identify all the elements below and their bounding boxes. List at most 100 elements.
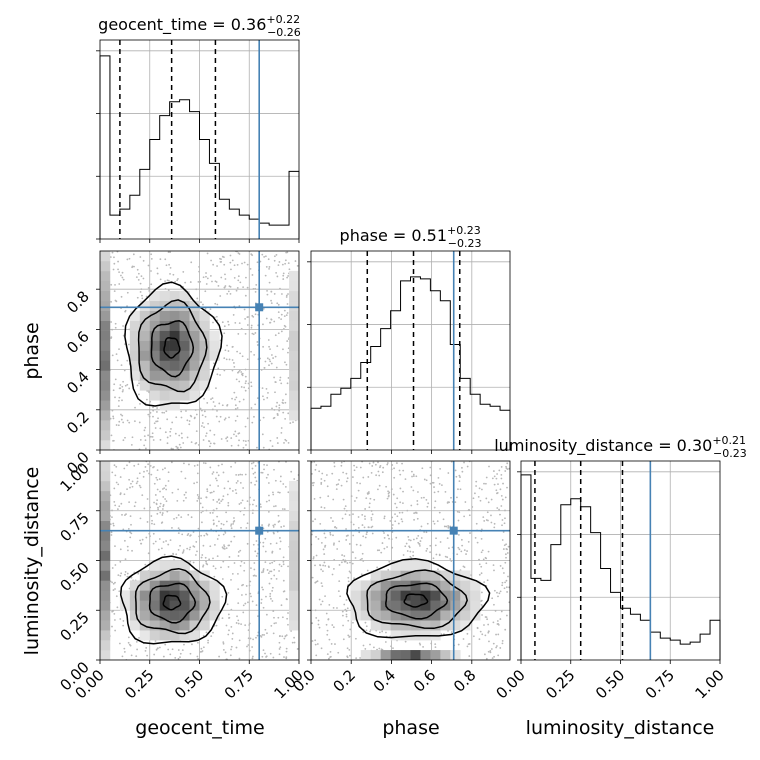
- density-phase-vs-geocent-time-contour-0: [163, 337, 181, 359]
- density-luminosity-distance-vs-geocent-time-sample-point: [282, 579, 285, 582]
- density-luminosity-distance-vs-phase-sample-point: [399, 501, 402, 504]
- density-luminosity-distance-vs-phase-sample-point: [505, 548, 508, 550]
- density-luminosity-distance-vs-geocent-time-density-cell: [149, 580, 160, 591]
- density-phase-vs-geocent-time-density-cell: [100, 420, 111, 431]
- density-phase-vs-geocent-time-density-cell: [159, 310, 170, 321]
- density-luminosity-distance-vs-phase-sample-point: [317, 619, 320, 622]
- density-luminosity-distance-vs-geocent-time-sample-point: [157, 548, 160, 551]
- density-luminosity-distance-vs-phase-sample-point: [318, 598, 321, 601]
- density-luminosity-distance-vs-geocent-time-sample-point: [116, 606, 119, 609]
- density-luminosity-distance-vs-phase-sample-point: [456, 496, 458, 499]
- density-luminosity-distance-vs-geocent-time-sample-point: [212, 499, 215, 501]
- density-luminosity-distance-vs-geocent-time-sample-point: [272, 491, 274, 494]
- density-luminosity-distance-vs-geocent-time-sample-point: [255, 575, 257, 577]
- density-luminosity-distance-vs-phase-density-cell: [450, 620, 461, 631]
- density-luminosity-distance-vs-geocent-time-density-cell: [100, 650, 111, 660]
- density-luminosity-distance-vs-phase-sample-point: [318, 470, 321, 473]
- density-luminosity-distance-vs-geocent-time-sample-point: [249, 580, 252, 583]
- density-luminosity-distance-vs-phase-sample-point: [499, 565, 502, 567]
- density-luminosity-distance-vs-phase-sample-point: [425, 479, 428, 482]
- density-luminosity-distance-vs-phase-sample-point: [408, 538, 410, 541]
- density-luminosity-distance-vs-geocent-time-sample-point: [127, 527, 130, 530]
- density-phase-vs-geocent-time-density-cell: [100, 330, 111, 341]
- density-luminosity-distance-vs-geocent-time-sample-point: [215, 477, 217, 480]
- density-phase-vs-geocent-time-sample-point: [228, 358, 231, 361]
- density-luminosity-distance-vs-phase-sample-point: [501, 519, 504, 521]
- density-luminosity-distance-vs-geocent-time-sample-point: [126, 575, 129, 578]
- density-phase-vs-geocent-time-sample-point: [256, 344, 259, 346]
- density-luminosity-distance-vs-geocent-time-sample-point: [272, 531, 275, 534]
- density-phase-vs-geocent-time-sample-point: [276, 345, 279, 348]
- density-luminosity-distance-vs-geocent-time-sample-point: [184, 477, 187, 480]
- density-luminosity-distance-vs-phase-sample-point: [487, 550, 490, 553]
- density-luminosity-distance-vs-geocent-time-truth-marker: [255, 526, 264, 535]
- density-luminosity-distance-vs-geocent-time-sample-point: [248, 624, 251, 626]
- density-luminosity-distance-vs-phase-sample-point: [455, 475, 458, 478]
- density-phase-vs-geocent-time-sample-point: [254, 403, 257, 406]
- density-phase-vs-geocent-time-sample-point: [136, 384, 139, 387]
- density-luminosity-distance-vs-geocent-time-density-cell: [289, 490, 299, 502]
- density-phase-vs-geocent-time-sample-point: [251, 274, 254, 276]
- density-luminosity-distance-vs-phase-density-cell: [370, 620, 381, 631]
- density-phase-vs-geocent-time-sample-point: [169, 273, 171, 275]
- density-luminosity-distance-vs-geocent-time-density-cell: [289, 550, 299, 561]
- density-phase-vs-geocent-time-sample-point: [286, 251, 289, 254]
- density-phase-vs-geocent-time-sample-point: [261, 387, 264, 389]
- density-luminosity-distance-vs-geocent-time-sample-point: [283, 508, 286, 511]
- density-luminosity-distance-vs-geocent-time-sample-point: [251, 503, 254, 506]
- density-luminosity-distance-vs-geocent-time-density-cell: [159, 610, 170, 621]
- density-luminosity-distance-vs-phase-sample-point: [493, 526, 496, 529]
- density-luminosity-distance-vs-geocent-time-sample-point: [182, 499, 185, 502]
- density-luminosity-distance-vs-phase-sample-point: [458, 480, 461, 483]
- density-phase-vs-geocent-time-sample-point: [264, 255, 267, 258]
- density-luminosity-distance-vs-phase-sample-point: [417, 534, 420, 537]
- density-luminosity-distance-vs-geocent-time-density-cell: [100, 640, 111, 651]
- density-phase-vs-geocent-time-density-cell: [169, 400, 180, 411]
- density-luminosity-distance-vs-geocent-time-sample-point: [260, 471, 263, 474]
- density-luminosity-distance-vs-phase-sample-point: [313, 497, 316, 500]
- density-phase-vs-geocent-time-sample-point: [122, 278, 125, 281]
- density-luminosity-distance-vs-geocent-time-sample-point: [112, 610, 114, 612]
- density-luminosity-distance-vs-geocent-time-sample-point: [135, 640, 138, 643]
- density-luminosity-distance-vs-phase-density-cell: [390, 630, 401, 641]
- density-luminosity-distance-vs-phase-sample-point: [323, 561, 326, 564]
- density-phase-vs-geocent-time-sample-point: [178, 443, 181, 446]
- density-luminosity-distance-vs-phase-sample-point: [348, 543, 351, 545]
- density-luminosity-distance-vs-geocent-time-sample-point: [247, 601, 249, 604]
- density-phase-vs-geocent-time-sample-point: [114, 378, 117, 381]
- hist-geocent-time-steps: [99, 55, 300, 239]
- density-luminosity-distance-vs-phase-sample-point: [460, 538, 463, 541]
- density-phase-vs-geocent-time-density-cell: [139, 300, 151, 311]
- density-phase-vs-geocent-time-sample-point: [229, 285, 232, 288]
- density-luminosity-distance-vs-geocent-time-sample-point: [239, 473, 242, 476]
- density-luminosity-distance-vs-geocent-time-sample-point: [282, 560, 285, 563]
- density-luminosity-distance-vs-phase-sample-point: [378, 549, 381, 552]
- density-luminosity-distance-vs-geocent-time-sample-point: [187, 513, 190, 516]
- density-phase-vs-geocent-time-sample-point: [286, 276, 289, 279]
- density-luminosity-distance-vs-geocent-time-sample-point: [243, 507, 246, 510]
- density-phase-vs-geocent-time-sample-point: [244, 382, 247, 385]
- density-luminosity-distance-vs-phase-sample-point: [496, 591, 498, 594]
- density-luminosity-distance-vs-geocent-time-sample-point: [245, 585, 248, 587]
- density-phase-vs-geocent-time-sample-point: [186, 419, 189, 422]
- density-phase-vs-geocent-time-sample-point: [273, 293, 276, 295]
- density-phase-vs-geocent-time-sample-point: [177, 278, 179, 280]
- density-luminosity-distance-vs-geocent-time-sample-point: [273, 622, 276, 625]
- density-luminosity-distance-vs-geocent-time-sample-point: [278, 641, 281, 644]
- density-luminosity-distance-vs-phase-sample-point: [395, 536, 398, 539]
- x-tick-label-geocent-time: 0.25: [121, 666, 157, 702]
- density-luminosity-distance-vs-phase-sample-point: [361, 524, 364, 526]
- density-luminosity-distance-vs-geocent-time-sample-point: [148, 472, 150, 475]
- density-phase-vs-geocent-time-sample-point: [206, 402, 209, 404]
- density-phase-vs-geocent-time-sample-point: [273, 255, 276, 258]
- density-luminosity-distance-vs-geocent-time-sample-point: [198, 535, 201, 538]
- density-luminosity-distance-vs-geocent-time-sample-point: [143, 507, 146, 510]
- density-phase-vs-geocent-time-sample-point: [156, 420, 159, 423]
- hist-luminosity-distance-quantiles: [534, 461, 624, 660]
- density-phase-vs-geocent-time-sample-point: [230, 268, 232, 271]
- density-luminosity-distance-vs-phase-density-cell: [350, 600, 362, 611]
- density-luminosity-distance-vs-phase-sample-point: [494, 610, 497, 612]
- density-luminosity-distance-vs-phase-sample-point: [364, 536, 367, 539]
- density-luminosity-distance-vs-geocent-time-sample-point: [209, 512, 212, 514]
- x-tick-label-luminosity-distance: 0.75: [642, 666, 678, 702]
